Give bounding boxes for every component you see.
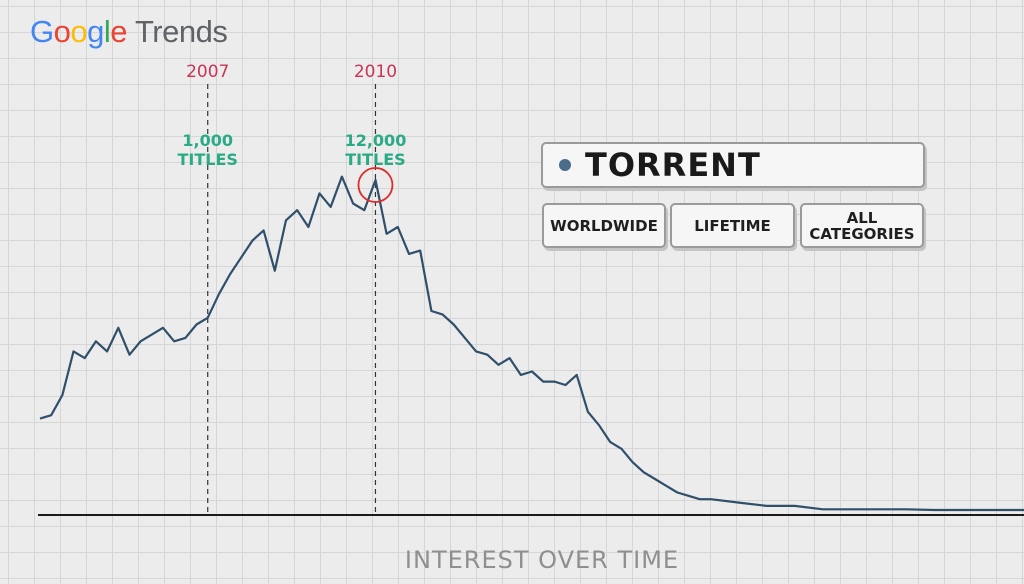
filter-time-button[interactable]: LIFETIME bbox=[670, 203, 795, 248]
google-trends-logo: Google Trends bbox=[30, 14, 228, 50]
filter-category-label: ALL CATEGORIES bbox=[809, 208, 915, 243]
peak-highlight-circle bbox=[357, 167, 394, 203]
x-axis-title: INTEREST OVER TIME bbox=[404, 546, 680, 574]
annotation-line: TITLES bbox=[177, 150, 238, 169]
search-term-chip[interactable]: TORRENT bbox=[541, 142, 925, 188]
series-line-torrent bbox=[39, 175, 1024, 512]
logo-letter: g bbox=[87, 14, 104, 49]
filter-region-button[interactable]: WORLDWIDE bbox=[542, 203, 666, 248]
annotation-line: 12,000 bbox=[344, 131, 407, 150]
filter-region-label: WORLDWIDE bbox=[550, 216, 658, 235]
logo-product-name: Trends bbox=[135, 14, 228, 49]
logo-letter: o bbox=[53, 14, 71, 49]
annotation-line: 1,000 bbox=[182, 131, 234, 150]
marker-annotation: 12,000 TITLES bbox=[345, 131, 407, 169]
marker-year-label: 2007 bbox=[186, 62, 230, 82]
marker-annotation: 1,000 TITLES bbox=[178, 131, 238, 169]
annotation-line: TITLES bbox=[345, 150, 406, 169]
logo-letter: G bbox=[30, 14, 54, 49]
marker-year-label: 2010 bbox=[353, 62, 398, 82]
filter-category-button[interactable]: ALL CATEGORIES bbox=[800, 203, 924, 248]
logo-letter: o bbox=[70, 14, 88, 49]
logo-letter: l bbox=[103, 14, 111, 49]
logo-letter: e bbox=[110, 14, 128, 49]
series-color-dot bbox=[559, 159, 571, 171]
filter-time-label: LIFETIME bbox=[694, 216, 771, 235]
search-term: TORRENT bbox=[585, 146, 761, 184]
